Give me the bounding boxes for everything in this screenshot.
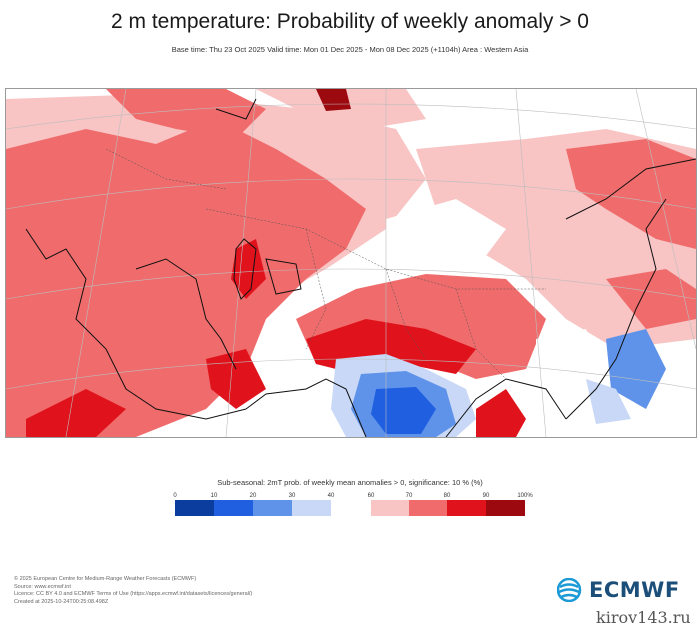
ecmwf-logo: ECMWF — [557, 576, 680, 604]
map-region-white-1 — [386, 199, 506, 269]
legend-tick: 80 — [443, 493, 451, 499]
legend-ticks: 0 10 20 30 40 60 70 80 90 100% — [173, 493, 532, 503]
footer-line: Created at 2025-10-24T00:25:08.498Z — [14, 598, 109, 605]
chart-title: 2 m temperature: Probability of weekly a… — [111, 10, 589, 33]
watermark: kirov143.ru — [596, 608, 691, 627]
ecmwf-logo-text: ECMWF — [589, 578, 680, 602]
footer-credits: © 2025 European Centre for Medium-Range … — [14, 576, 252, 606]
legend-tick: 40 — [327, 493, 335, 499]
map-region-white-3 — [566, 89, 646, 124]
legend-tick: 90 — [482, 493, 490, 499]
legend-tick: 10 — [210, 493, 218, 499]
legend-swatch — [447, 500, 486, 516]
map-region-red-west — [6, 119, 366, 437]
legend-swatch — [331, 500, 371, 516]
legend-swatch — [371, 500, 409, 516]
legend-tick: 100% — [517, 493, 533, 499]
map-region-red-north — [106, 89, 266, 139]
legend-swatch — [292, 500, 331, 516]
map-region-darkest-red — [316, 89, 351, 111]
footer-line: Source: www.ecmwf.int — [14, 583, 71, 590]
map-region-red-east — [566, 139, 696, 249]
map-region-deep-red-3 — [26, 389, 126, 437]
color-legend: 0 10 20 30 40 60 70 80 90 100% — [173, 493, 533, 523]
chart-subtitle: Base time: Thu 23 Oct 2025 Valid time: M… — [171, 45, 529, 54]
legend-tick: 30 — [288, 493, 296, 499]
footer-line: © 2025 European Centre for Medium-Range … — [14, 576, 197, 582]
map-region-deep-red-4 — [476, 389, 526, 437]
legend-swatch — [253, 500, 292, 516]
footer-line: Licence: CC BY 4.0 and ECMWF Terms of Us… — [14, 591, 253, 598]
map-region-blue-strong — [371, 387, 436, 434]
legend-swatch — [409, 500, 447, 516]
legend-title: Sub-seasonal: 2mT prob. of weekly mean a… — [217, 478, 483, 487]
map-region-red-se — [606, 269, 696, 329]
map-region-blue-se — [606, 329, 666, 409]
legend-tick: 20 — [249, 493, 257, 499]
legend-swatch — [214, 500, 253, 516]
probability-map — [5, 88, 697, 438]
legend-swatch — [486, 500, 525, 516]
legend-tick: 60 — [367, 493, 375, 499]
map-region-blue-se-light — [586, 379, 631, 424]
legend-swatch — [175, 500, 214, 516]
ecmwf-logo-icon — [557, 578, 582, 602]
map-region-deep-red-2 — [231, 239, 266, 299]
legend-tick: 70 — [405, 493, 413, 499]
legend-swatches — [175, 500, 525, 516]
map-region-deep-red-5 — [206, 349, 266, 409]
legend-tick: 0 — [173, 493, 177, 499]
